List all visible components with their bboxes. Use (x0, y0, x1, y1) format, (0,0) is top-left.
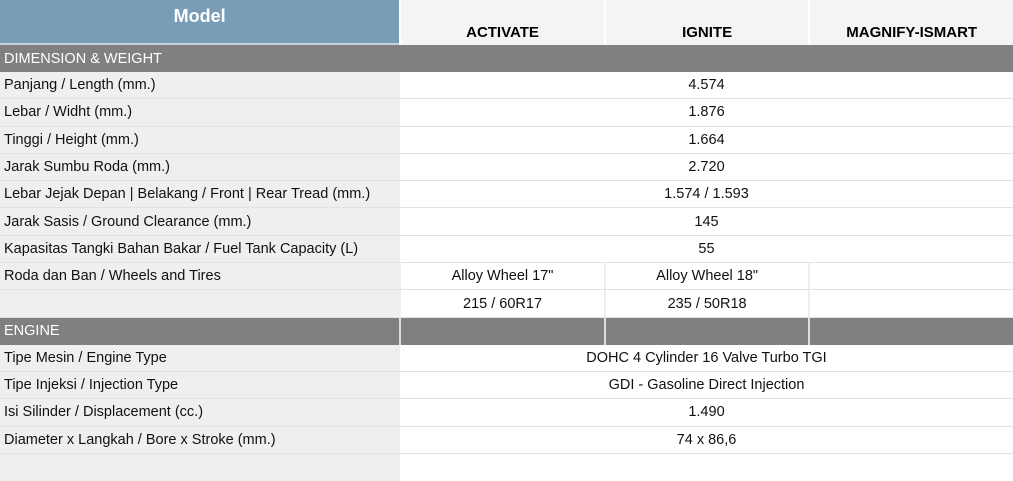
table-row: Panjang / Length (mm.) 4.574 (0, 72, 1013, 100)
table-row: Jarak Sumbu Roda (mm.) 2.720 (0, 153, 1013, 182)
column-ignite: IGNITE (603, 0, 809, 45)
section-title: DIMENSION & WEIGHT (0, 45, 1013, 72)
row-label: Tipe Injeksi / Injection Type (0, 371, 400, 399)
row-value: 1.490 (400, 399, 1013, 426)
cell (808, 263, 1013, 290)
row-label: Panjang / Length (mm.) (0, 72, 400, 99)
row-label: Kapasitas Tangki Bahan Bakar / Fuel Tank… (0, 235, 400, 263)
row-value: 1.664 (400, 126, 1013, 153)
table-header: Model ACTIVATE IGNITE MAGNIFY-ISMART (0, 0, 1013, 45)
table-row: Jarak Sasis / Ground Clearance (mm.) 145 (0, 208, 1013, 236)
row-value: 145 (400, 208, 1013, 235)
row-label: Isi Silinder / Displacement (cc.) (0, 399, 400, 426)
cell: 235 / 50R18 (603, 290, 809, 317)
row-label: Diameter x Langkah / Bore x Stroke (mm.) (0, 426, 400, 453)
row-value: 1.574 / 1.593 (400, 181, 1013, 208)
cell (808, 290, 1013, 317)
row-label: Roda dan Ban / Wheels and Tires (0, 263, 400, 290)
table-row: Tipe Mesin / Engine Type DOHC 4 Cylinder … (0, 344, 1013, 372)
table-row: Tinggi / Height (mm.) 1.664 (0, 126, 1013, 154)
table-row: Lebar / Widht (mm.) 1.876 (0, 99, 1013, 127)
row-value: 4.574 (400, 72, 1013, 99)
cell: 215 / 60R17 (399, 290, 604, 317)
row-label (0, 290, 400, 317)
cell: Alloy Wheel 18" (603, 263, 809, 290)
table-row: Kapasitas Tangki Bahan Bakar / Fuel Tank… (0, 235, 1013, 264)
row-value: 55 (400, 235, 1013, 263)
row-label: Jarak Sasis / Ground Clearance (mm.) (0, 208, 400, 235)
table-row: Diameter x Langkah / Bore x Stroke (mm.)… (0, 426, 1013, 454)
empty-row (0, 453, 1013, 481)
row-value: 2.720 (400, 153, 1013, 181)
section-title: ENGINE (0, 317, 400, 345)
row-label: Tinggi / Height (mm.) (0, 126, 400, 153)
table-row: Roda dan Ban / Wheels and Tires Alloy Wh… (0, 263, 1013, 291)
table-row: Isi Silinder / Displacement (cc.) 1.490 (0, 399, 1013, 427)
section-engine: ENGINE (0, 317, 1013, 345)
row-label: Lebar / Widht (mm.) (0, 99, 400, 126)
row-value: 1.876 (400, 99, 1013, 126)
model-header: Model (0, 0, 400, 45)
column-activate: ACTIVATE (399, 0, 604, 45)
cell: Alloy Wheel 17" (399, 263, 604, 290)
row-value: DOHC 4 Cylinder 16 Valve Turbo TGI (400, 344, 1013, 371)
row-value: GDI - Gasoline Direct Injection (400, 371, 1013, 399)
row-label: Tipe Mesin / Engine Type (0, 344, 400, 371)
column-magnify-ismart: MAGNIFY-ISMART (808, 0, 1013, 45)
row-value: 74 x 86,6 (400, 426, 1013, 453)
table-row: 215 / 60R17 235 / 50R18 (0, 290, 1013, 318)
table-row: Lebar Jejak Depan | Belakang / Front | R… (0, 181, 1013, 209)
table-row: Tipe Injeksi / Injection Type GDI - Gasol… (0, 371, 1013, 400)
row-label: Lebar Jejak Depan | Belakang / Front | R… (0, 181, 400, 208)
section-dimension-weight: DIMENSION & WEIGHT (0, 45, 1013, 72)
row-label: Jarak Sumbu Roda (mm.) (0, 153, 400, 181)
